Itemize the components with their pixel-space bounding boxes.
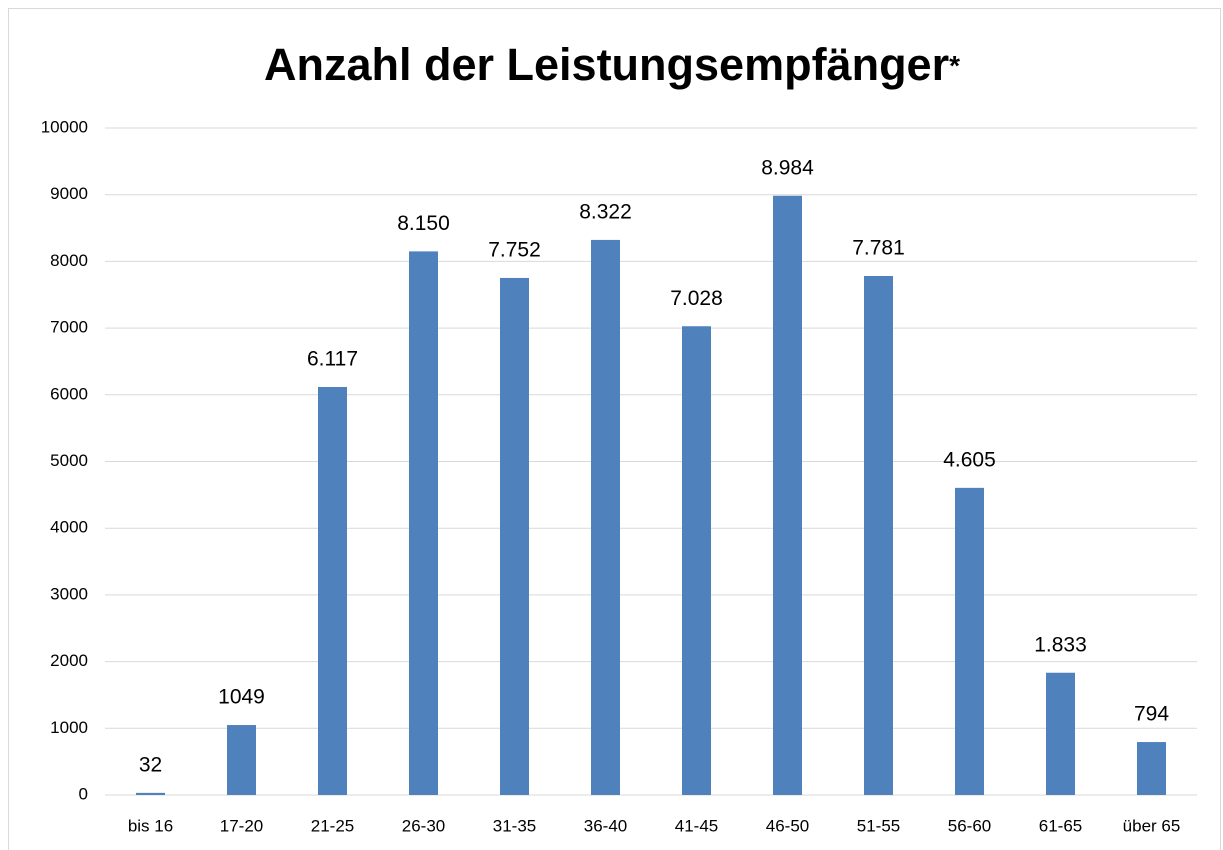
y-tick-label: 8000 — [50, 251, 88, 270]
value-label: 7.028 — [670, 287, 723, 310]
x-tick-label: 17-20 — [220, 816, 263, 835]
y-tick-label: 6000 — [50, 384, 88, 403]
value-label: 4.605 — [943, 448, 996, 471]
bar — [1046, 672, 1075, 795]
x-tick-label: 31-35 — [493, 816, 536, 835]
bar — [591, 239, 620, 795]
value-label: 7.752 — [488, 238, 541, 261]
bar — [500, 277, 529, 795]
y-tick-label: 2000 — [50, 651, 88, 670]
y-tick-label: 3000 — [50, 584, 88, 603]
x-tick-label: 46-50 — [766, 816, 809, 835]
chart-title: Anzahl der Leistungsempfänger* — [264, 39, 960, 90]
y-tick-label: 10000 — [41, 117, 88, 136]
x-tick-label: 21-25 — [311, 816, 354, 835]
value-label: 7.781 — [852, 237, 905, 260]
x-tick-label: 26-30 — [402, 816, 445, 835]
bar — [409, 251, 438, 795]
y-tick-label: 7000 — [50, 318, 88, 337]
y-tick-label: 9000 — [50, 184, 88, 203]
y-tick-label: 4000 — [50, 518, 88, 537]
chart-title-main: Anzahl der Leistungsempfänger — [264, 39, 949, 90]
x-tick-label: 61-65 — [1039, 816, 1082, 835]
x-tick-label: 36-40 — [584, 816, 627, 835]
y-tick-label: 1000 — [50, 718, 88, 737]
value-label: 8.150 — [397, 212, 450, 235]
bar — [864, 276, 893, 795]
value-label: 794 — [1134, 703, 1169, 726]
bar — [773, 195, 802, 795]
bar — [136, 792, 165, 795]
chart-title-suffix: * — [949, 50, 960, 81]
value-label: 1049 — [218, 686, 265, 709]
y-tick-label: 0 — [79, 784, 88, 803]
x-tick-label: über 65 — [1123, 816, 1181, 835]
x-tick-label: bis 16 — [128, 816, 173, 835]
x-tick-label: 51-55 — [857, 816, 900, 835]
x-tick-label: 41-45 — [675, 816, 718, 835]
bar — [1137, 742, 1166, 795]
value-label: 1.833 — [1034, 633, 1087, 656]
bar — [227, 725, 256, 795]
bar — [318, 386, 347, 795]
value-label: 32 — [139, 753, 162, 776]
bar — [955, 487, 984, 795]
y-tick-label: 5000 — [50, 451, 88, 470]
value-label: 8.984 — [761, 156, 814, 179]
bar — [682, 326, 711, 795]
value-label: 8.322 — [579, 200, 632, 223]
value-label: 6.117 — [307, 348, 358, 371]
x-tick-label: 56-60 — [948, 816, 991, 835]
